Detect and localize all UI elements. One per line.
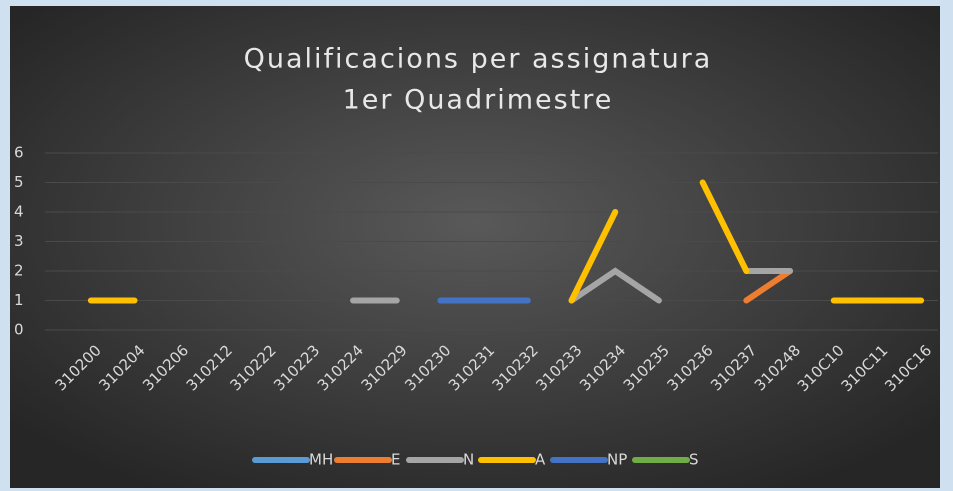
legend-label: N (463, 451, 474, 469)
series-line (743, 268, 794, 304)
chart-subtitle: 1er Quadrimestre (343, 85, 614, 116)
y-tick-label: 6 (14, 144, 24, 162)
chart-background (10, 6, 940, 488)
series-line (87, 179, 925, 304)
legend-label: NP (607, 451, 627, 469)
legend-label: MH (309, 451, 333, 469)
chart-title: Qualificacions per assignatura (244, 44, 713, 75)
y-tick-label: 1 (14, 291, 24, 309)
y-tick-label: 4 (14, 203, 24, 221)
y-tick-label: 0 (14, 321, 24, 339)
legend-label: S (689, 451, 699, 469)
legend-label: A (535, 451, 546, 469)
y-tick-label: 2 (14, 262, 24, 280)
y-tick-label: 5 (14, 173, 24, 191)
series-line (350, 267, 794, 304)
legend-label: E (391, 451, 400, 469)
y-tick-label: 3 (14, 232, 24, 250)
